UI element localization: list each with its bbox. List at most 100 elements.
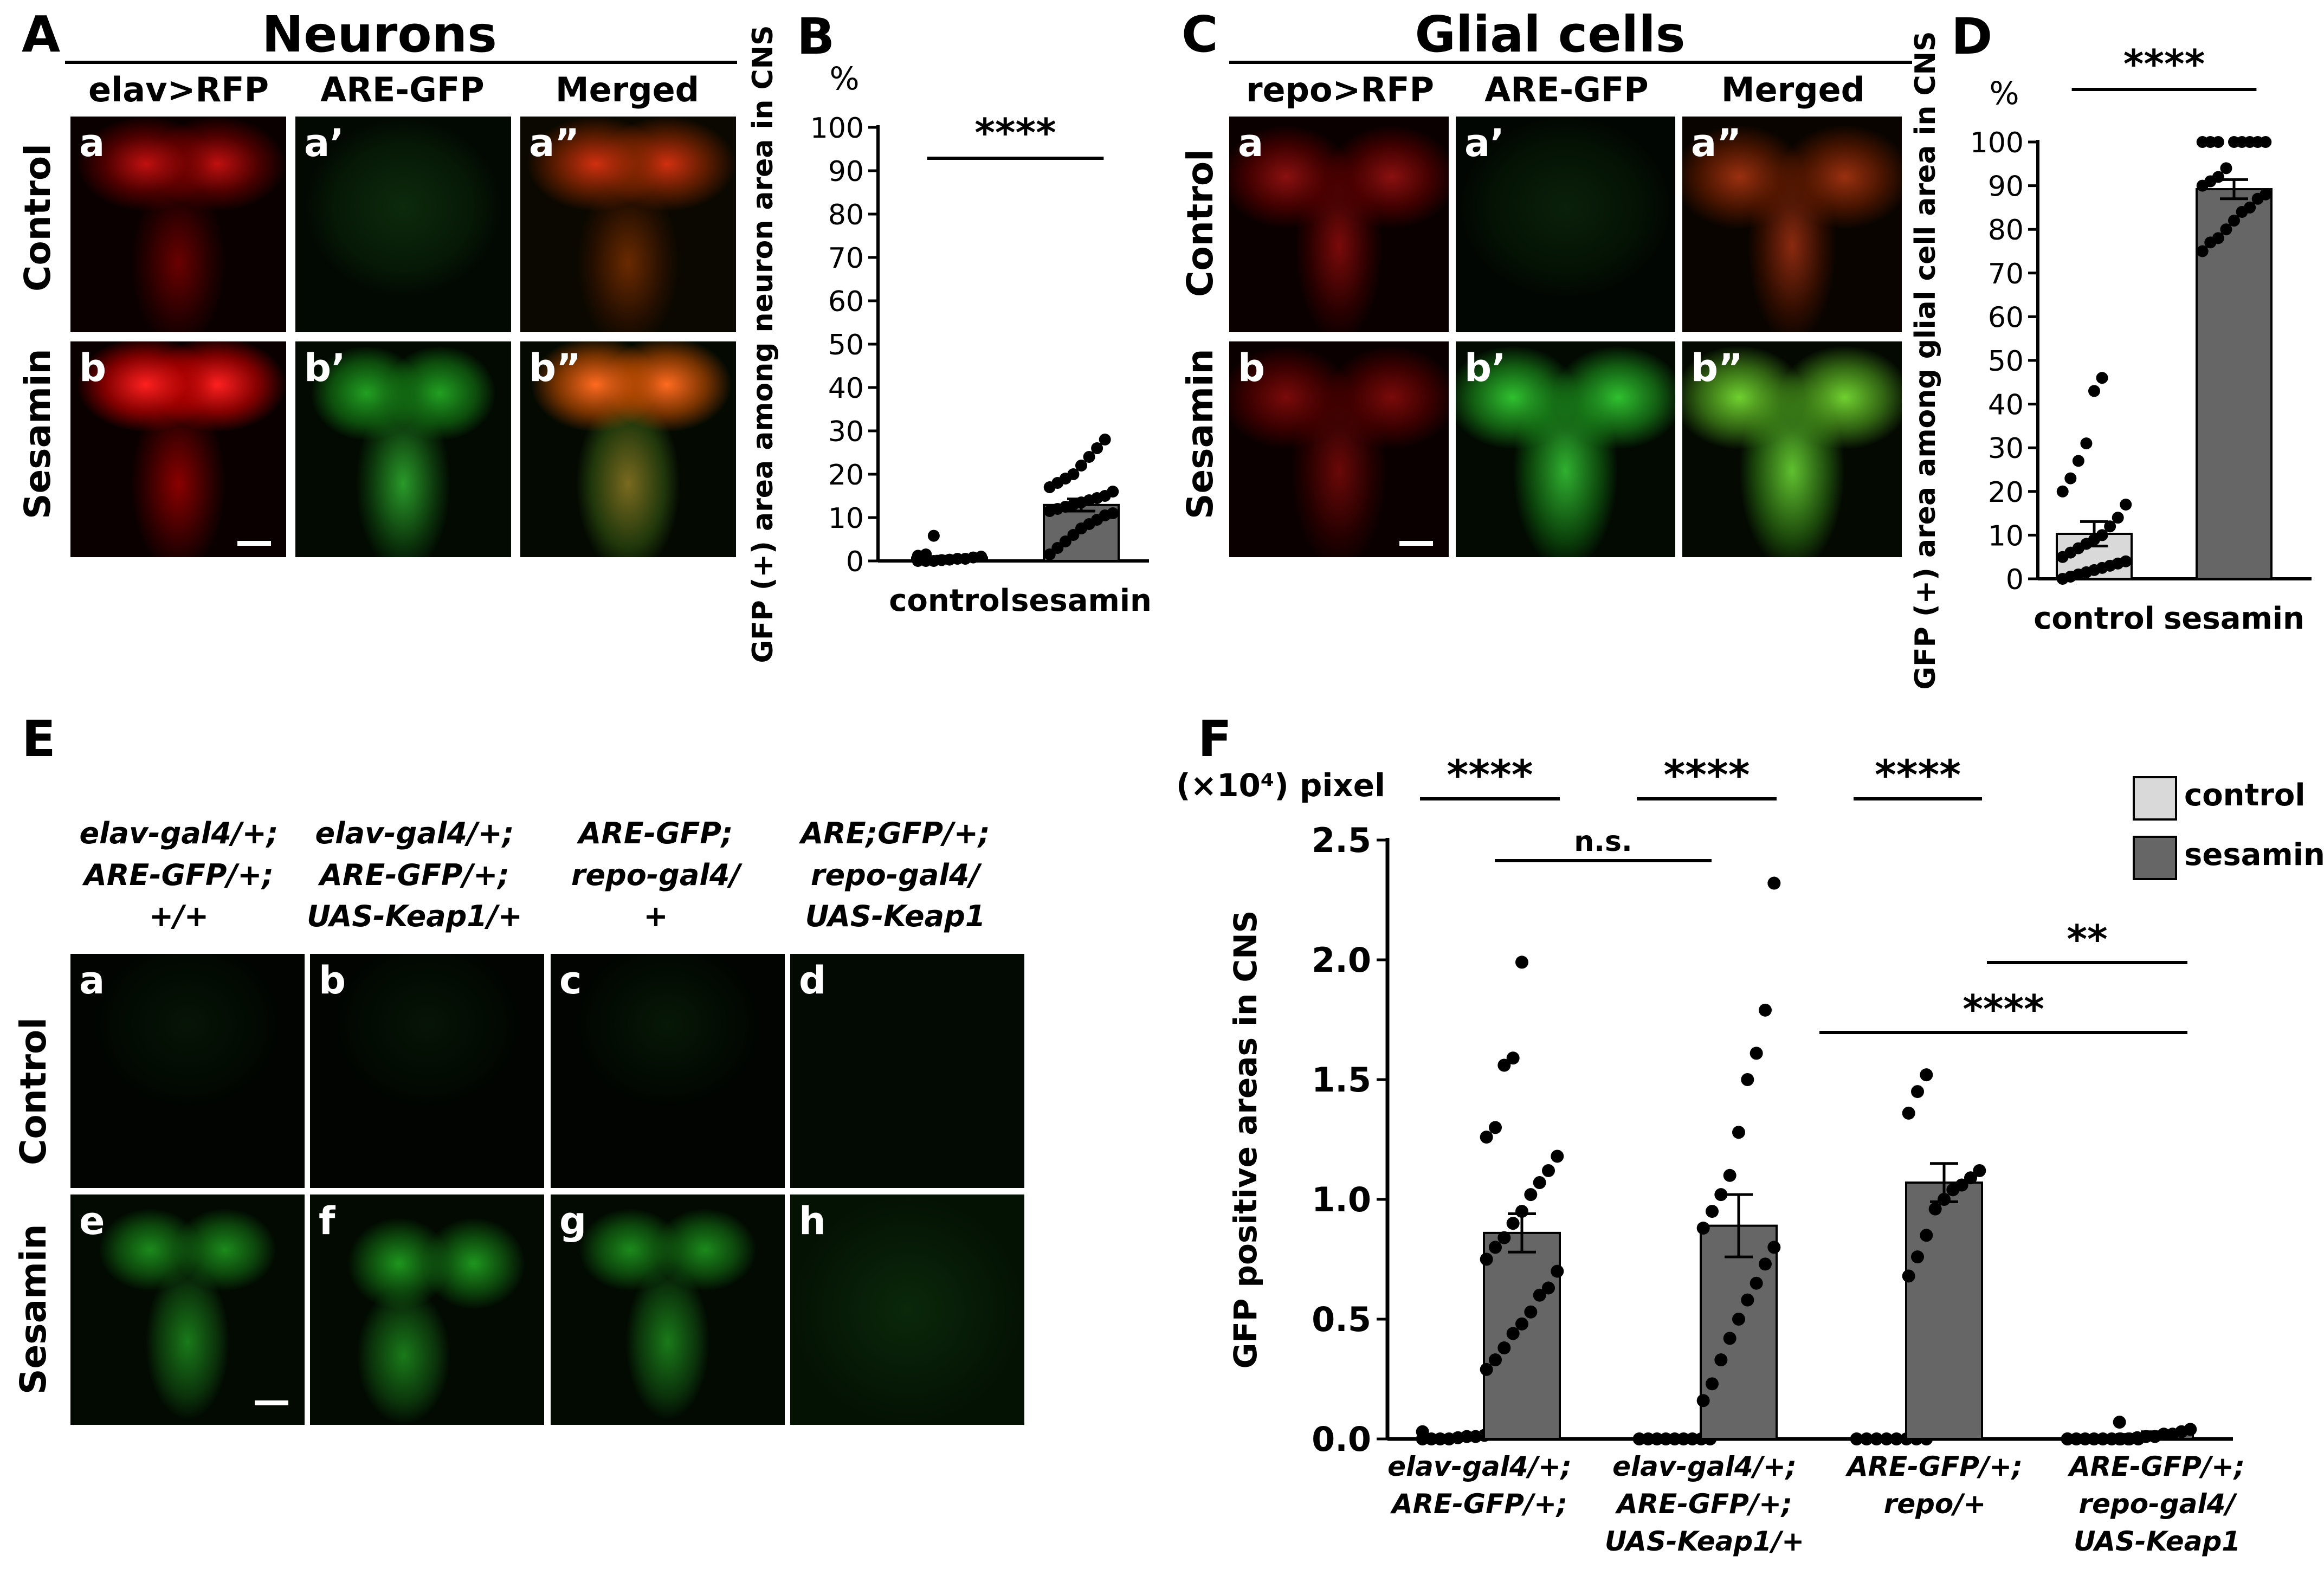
- panel-label-e: E: [22, 710, 56, 768]
- y-tick-label: 2.0: [1312, 940, 1371, 980]
- panel-a-col-header-1: elav>RFP: [88, 70, 269, 109]
- significance-pair-label: ****: [1447, 751, 1533, 799]
- data-point: [1051, 477, 1064, 489]
- panel-label-b: B: [797, 8, 835, 66]
- panel-e-genotype-2: elav-gal4/+; ARE-GFP/+; UAS-Keap1/+: [307, 816, 522, 934]
- y-axis-label: GFP (+) area among neuron area in CNS: [747, 25, 779, 663]
- data-point: [2184, 1423, 2197, 1436]
- data-point: [1850, 1432, 1863, 1445]
- data-point: [2228, 215, 2240, 227]
- data-point: [1533, 1176, 1546, 1190]
- panel-c-col-header-2: ARE-GFP: [1484, 70, 1649, 109]
- data-point: [1480, 1363, 1493, 1376]
- data-point: [2072, 455, 2084, 467]
- data-point: [2078, 1432, 2092, 1445]
- sublabel-b-prime: b’: [304, 346, 346, 390]
- data-point: [2104, 520, 2116, 533]
- data-point: [2088, 385, 2100, 397]
- data-point: [2096, 1432, 2109, 1445]
- data-point: [2080, 566, 2093, 578]
- data-point: [1075, 460, 1087, 472]
- panel-e-genotype-4: ARE;GFP/+; repo-gal4/ UAS-Keap1: [801, 816, 990, 934]
- data-point: [1099, 509, 1111, 521]
- data-point: [2132, 1432, 2145, 1445]
- data-point: [2228, 136, 2240, 148]
- data-point: [1668, 1432, 1681, 1445]
- data-point: [2148, 1430, 2161, 1443]
- bar-control: [1419, 1435, 1497, 1441]
- data-point: [1489, 1353, 1502, 1367]
- y-unit-label: %: [829, 60, 859, 97]
- bar-sesamin: [2196, 188, 2273, 580]
- data-point: [2080, 437, 2093, 450]
- data-point: [1860, 1432, 1874, 1445]
- data-point: [1099, 490, 1111, 502]
- data-point: [2113, 1432, 2126, 1445]
- significance-quad-star-label: ****: [1963, 986, 2044, 1032]
- data-point: [1920, 1432, 1933, 1445]
- data-point: [1732, 1126, 1745, 1139]
- sublabel-e-c: c: [559, 958, 582, 1003]
- data-point: [1759, 1257, 1772, 1271]
- data-point: [1650, 1432, 1664, 1445]
- data-point: [2112, 557, 2124, 570]
- data-point: [1051, 503, 1064, 515]
- panel-a-col-header-3: Merged: [555, 70, 700, 109]
- sublabel-c-a-prime: a’: [1464, 121, 1505, 165]
- data-point: [2220, 162, 2232, 175]
- sublabel-b-double-prime: b”: [529, 346, 582, 390]
- scale-bar: [237, 541, 271, 546]
- data-point: [1099, 434, 1111, 445]
- data-point: [1051, 542, 1064, 554]
- data-point: [2236, 205, 2248, 218]
- data-point: [1416, 1425, 1429, 1438]
- micrograph-b-gfp-sesamin: b’: [295, 341, 511, 557]
- data-point: [1659, 1432, 1673, 1445]
- data-point: [2123, 1432, 2136, 1445]
- data-point: [1900, 1432, 1913, 1445]
- data-point: [2056, 485, 2069, 498]
- legend-sesamin-swatch: [2133, 836, 2177, 880]
- data-point: [2212, 232, 2224, 244]
- y-axis-label: GFP (+) area among glial cell area in CN…: [1909, 31, 1942, 689]
- panel-a-row-label-control: Control: [17, 144, 59, 292]
- micrograph-c-b-rfp-sesamin: b: [1229, 341, 1449, 557]
- data-point: [2157, 1428, 2171, 1441]
- data-point: [2104, 559, 2116, 572]
- panel-c-row-label-sesamin: Sesamin: [1179, 348, 1221, 520]
- data-point: [2166, 1428, 2179, 1441]
- bar-control: [2064, 1437, 2142, 1441]
- chart-f-group-label-2: elav-gal4/+; ARE-GFP/+; UAS-Keap1/+: [1604, 1451, 1805, 1557]
- data-point: [1723, 1332, 1736, 1345]
- data-point: [2244, 136, 2256, 148]
- y-tick-label: 50: [828, 329, 864, 361]
- data-point: [1911, 1250, 1924, 1264]
- bar-sesamin: [1043, 503, 1120, 562]
- data-point: [1091, 492, 1103, 504]
- panel-e-genotype-1: elav-gal4/+; ARE-GFP/+; +/+: [79, 816, 279, 934]
- panel-label-c: C: [1182, 5, 1218, 63]
- data-point: [944, 553, 956, 566]
- data-point: [2196, 245, 2209, 257]
- micrograph-c-b-merged-sesamin: b”: [1682, 341, 1902, 557]
- data-point: [2260, 136, 2272, 148]
- data-point: [1955, 1178, 1968, 1192]
- data-point: [1515, 955, 1528, 969]
- data-point: [1091, 514, 1103, 526]
- micrograph-e-e-sesamin: e: [70, 1194, 305, 1425]
- sublabel-a-prime: a’: [304, 121, 344, 165]
- data-point: [1928, 1202, 1942, 1216]
- panel-c-title-rule: [1229, 61, 1912, 64]
- data-point: [1059, 501, 1071, 513]
- panel-e-row-label-sesamin: Sesamin: [12, 1224, 54, 1395]
- sublabel-e-b: b: [319, 958, 346, 1003]
- data-point: [967, 551, 979, 564]
- sublabel-c-a-double-prime: a”: [1691, 121, 1742, 165]
- y-tick-label: 1.0: [1312, 1180, 1371, 1219]
- data-point: [2122, 1432, 2135, 1445]
- sublabel-e-a: a: [79, 958, 105, 1003]
- data-point: [1732, 1313, 1745, 1326]
- data-point: [1043, 548, 1056, 560]
- micrograph-a-rfp-control: a: [70, 117, 286, 332]
- data-point: [1091, 442, 1103, 454]
